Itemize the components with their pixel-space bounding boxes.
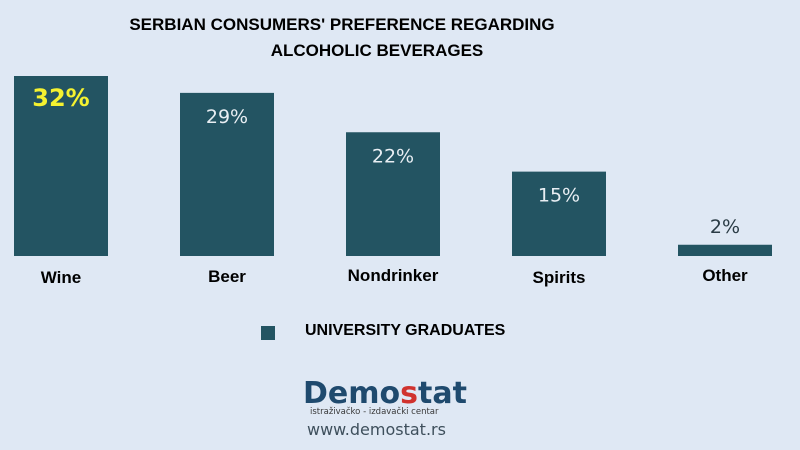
bar-value-label-spirits: 15% <box>538 185 580 207</box>
logo-suffix: tat <box>418 376 467 411</box>
bar-value-label-other: 2% <box>710 216 740 238</box>
legend-swatch <box>261 326 275 340</box>
bar-labels-group: 32% 29% 22% 15% 2% <box>32 84 740 238</box>
bar-beer <box>180 92 274 256</box>
bar-wine <box>14 76 108 256</box>
category-label-nondrinker: Nondrinker <box>348 266 439 285</box>
svg-text:Demostat: Demostat <box>303 376 467 411</box>
category-label-wine: Wine <box>41 268 81 287</box>
bar-spirits <box>512 171 606 256</box>
logo-prefix: Demo <box>303 376 400 411</box>
logo-accent: s <box>400 376 418 411</box>
category-labels-group: Wine Beer Nondrinker Spirits Other <box>41 266 748 287</box>
category-label-beer: Beer <box>208 267 246 286</box>
bar-value-label-wine: 32% <box>32 84 89 112</box>
bar-value-label-beer: 29% <box>206 106 248 128</box>
bar-value-label-nondrinker: 22% <box>372 145 414 167</box>
demostat-logo: Demostat istraživačko - izdavački centar <box>303 376 467 417</box>
bar-nondrinker <box>346 132 440 256</box>
bar-other <box>678 244 772 256</box>
legend-label: UNIVERSITY GRADUATES <box>305 322 506 339</box>
category-label-other: Other <box>702 266 748 285</box>
chart-title-line-2: ALCOHOLIC BEVERAGES <box>271 41 484 60</box>
category-label-spirits: Spirits <box>533 268 586 287</box>
website-url: www.demostat.rs <box>307 420 446 439</box>
logo-tagline: istraživačko - izdavački centar <box>310 406 439 417</box>
chart-title-line-1: SERBIAN CONSUMERS' PREFERENCE REGARDING <box>129 15 554 34</box>
bars-group <box>14 76 772 256</box>
